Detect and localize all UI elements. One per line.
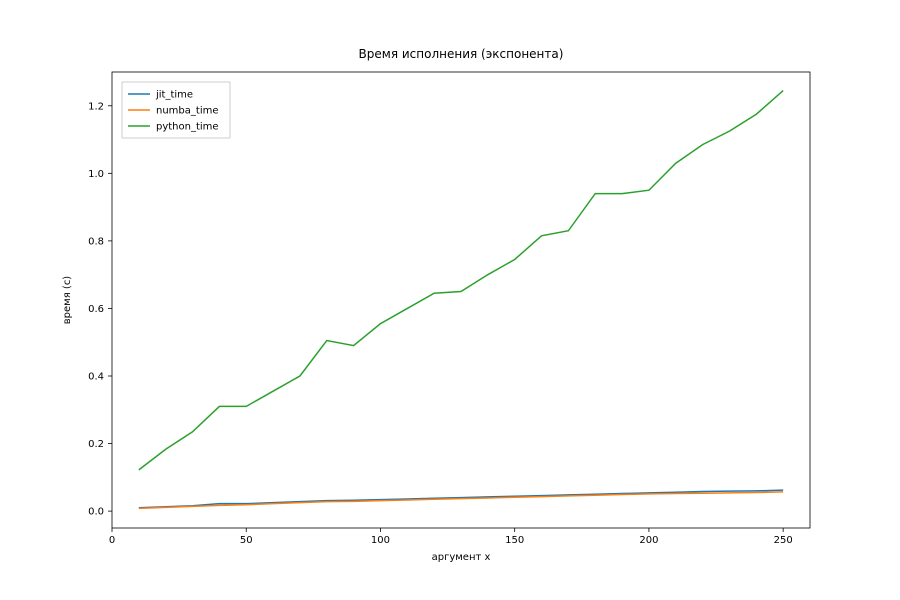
series-numba_time bbox=[139, 492, 783, 509]
y-tick-label: 0.6 bbox=[88, 304, 104, 315]
y-tick-label: 1.2 bbox=[88, 101, 104, 112]
x-tick-label: 50 bbox=[240, 535, 253, 546]
x-tick-label: 200 bbox=[639, 535, 658, 546]
series-python_time bbox=[139, 91, 783, 470]
y-tick-label: 0.0 bbox=[88, 507, 104, 518]
x-axis-label: аргумент х bbox=[432, 552, 491, 563]
y-axis-label: время (с) bbox=[62, 276, 73, 325]
legend-label-jit_time: jit_time bbox=[155, 90, 193, 101]
y-tick-label: 0.2 bbox=[88, 439, 104, 450]
y-tick-label: 1.0 bbox=[88, 169, 104, 180]
y-tick-label: 0.4 bbox=[88, 372, 104, 383]
chart-container: 0 50 100 150 200 250 0.0 0.2 0.4 0.6 0.8 1.0 1.2 аргу… bbox=[0, 0, 900, 600]
line-chart: 0 50 100 150 200 250 0.0 0.2 0.4 0.6 0.8 1.0 1.2 аргу… bbox=[0, 0, 900, 600]
y-tick-label: 0.8 bbox=[88, 236, 104, 247]
legend-label-numba_time: numba_time bbox=[156, 106, 219, 117]
x-tick-label: 0 bbox=[109, 535, 115, 546]
x-tick-label: 100 bbox=[371, 535, 390, 546]
legend-label-python_time: python_time bbox=[156, 122, 219, 133]
plot-spines bbox=[112, 72, 810, 528]
x-tick-label: 150 bbox=[505, 535, 524, 546]
x-tick-label: 250 bbox=[774, 535, 793, 546]
chart-title: Время исполнения (экспонента) bbox=[359, 47, 564, 61]
